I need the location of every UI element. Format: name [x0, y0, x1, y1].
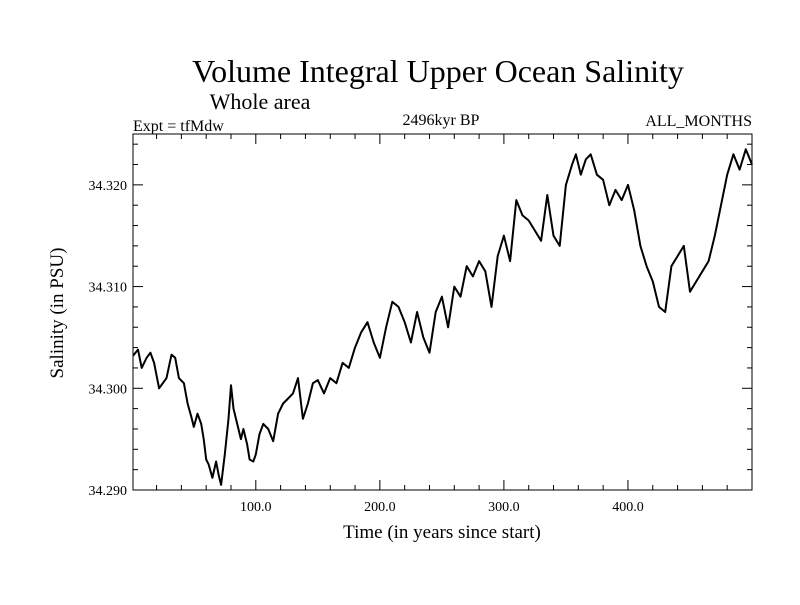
- y-tick-label: 34.310: [89, 281, 128, 296]
- plot-frame: [132, 133, 753, 491]
- period-label: 2496kyr BP: [403, 112, 480, 129]
- x-tick-label: 200.0: [364, 500, 396, 515]
- y-axis-label: Salinity (in PSU): [47, 248, 68, 379]
- experiment-label: Expt = tfMdw: [133, 118, 224, 135]
- x-tick-label: 300.0: [488, 500, 520, 515]
- x-tick-label: 400.0: [612, 500, 644, 515]
- y-tick-label: 34.300: [89, 382, 128, 397]
- chart-subtitle: Whole area: [210, 89, 311, 114]
- x-axis-label: Time (in years since start): [343, 522, 541, 543]
- x-tick-label: 100.0: [240, 500, 272, 515]
- y-tick-label: 34.320: [89, 179, 128, 194]
- y-tick-label: 34.290: [89, 484, 128, 499]
- months-label: ALL_MONTHS: [645, 113, 752, 130]
- chart-title: Volume Integral Upper Ocean Salinity: [192, 53, 684, 89]
- series-line-salinity: [132, 148, 753, 486]
